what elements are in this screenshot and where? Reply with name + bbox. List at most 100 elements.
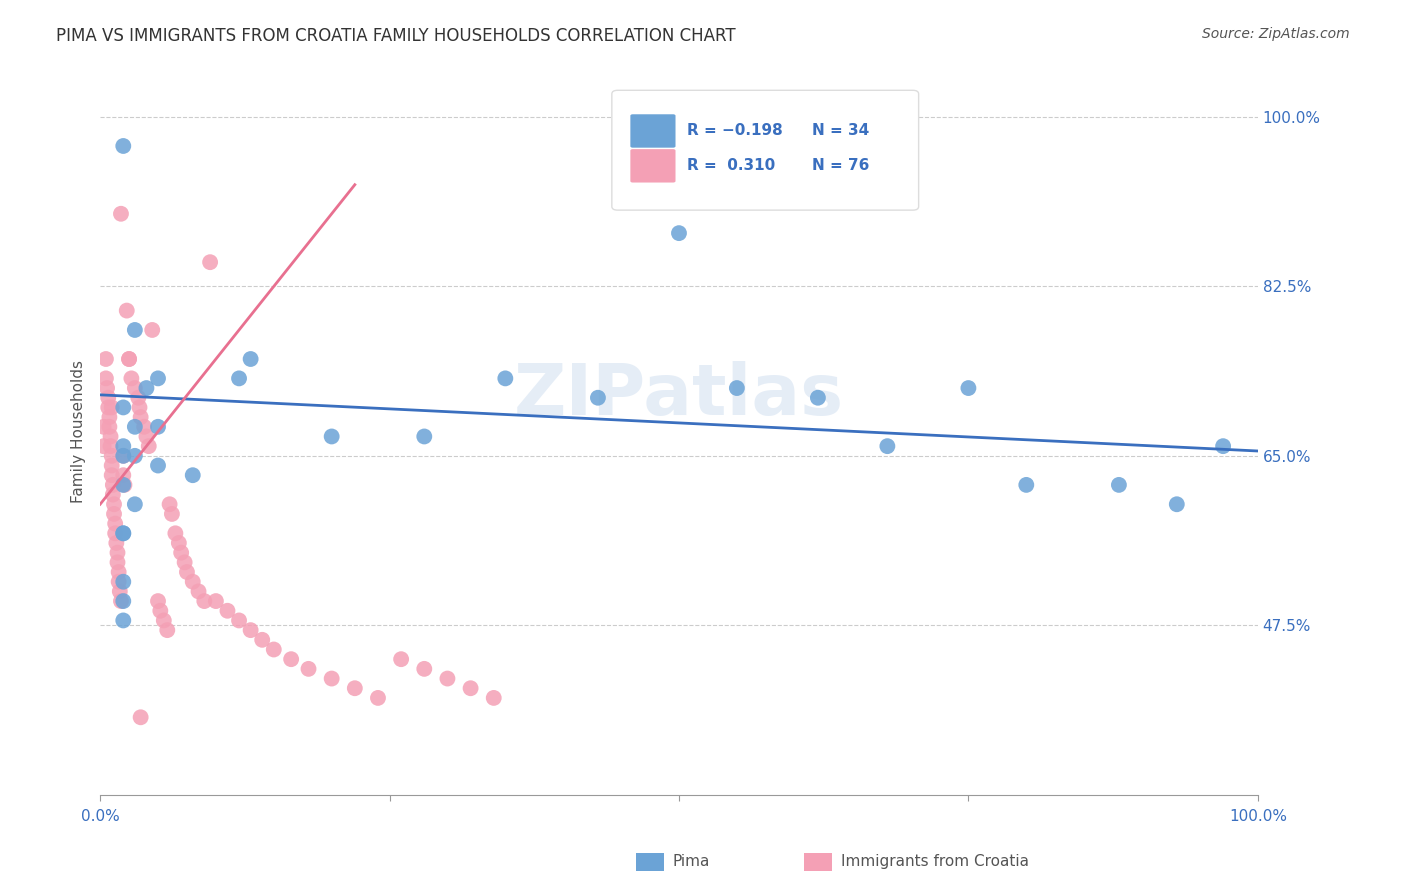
Point [725,381,748,395]
Point [118,351,141,366]
Point [187,584,209,599]
Point [100,449,122,463]
Point [280,652,302,666]
Point [97,401,120,415]
Point [98,410,121,425]
Point [181,468,204,483]
FancyBboxPatch shape [630,149,675,183]
Point [153,614,176,628]
Point [181,574,204,589]
Point [124,497,146,511]
Point [193,594,215,608]
Point [120,371,142,385]
Bar [804,853,832,871]
Point [104,516,127,531]
Point [250,632,273,647]
Point [114,478,136,492]
Point [128,401,150,415]
Point [668,226,690,240]
Point [146,594,169,608]
Point [239,351,262,366]
Point [586,391,609,405]
Point [389,652,412,666]
Text: Immigrants from Croatia: Immigrants from Croatia [841,855,1029,869]
Point [94,371,117,385]
Point [957,381,980,395]
Point [107,555,129,569]
Point [100,439,122,453]
Text: ZIPatlas: ZIPatlas [515,361,844,430]
Point [110,207,132,221]
Point [107,574,129,589]
Point [146,458,169,473]
Point [112,449,135,463]
Point [112,401,135,415]
Point [141,323,163,337]
Point [367,690,389,705]
Point [198,255,221,269]
Text: PIMA VS IMMIGRANTS FROM CROATIA FAMILY HOUSEHOLDS CORRELATION CHART: PIMA VS IMMIGRANTS FROM CROATIA FAMILY H… [56,27,735,45]
FancyBboxPatch shape [612,90,918,211]
FancyBboxPatch shape [630,114,675,148]
Bar [636,853,664,871]
Point [149,604,172,618]
Point [107,546,129,560]
Point [100,458,122,473]
Point [436,672,458,686]
Point [112,526,135,541]
Point [228,614,250,628]
Point [112,574,135,589]
Text: 0.0%: 0.0% [80,809,120,824]
Point [124,449,146,463]
Point [494,371,516,385]
Text: R = −0.198: R = −0.198 [688,123,783,138]
Text: R =  0.310: R = 0.310 [688,159,775,173]
Point [115,303,138,318]
Point [112,478,135,492]
Point [156,623,179,637]
Point [1015,478,1038,492]
Point [124,419,146,434]
Point [482,690,505,705]
Point [108,584,131,599]
Point [160,507,183,521]
Point [100,401,122,415]
Point [460,681,482,696]
Point [173,555,195,569]
Point [343,681,366,696]
Point [413,429,436,443]
Point [112,439,135,453]
Point [176,565,198,579]
Point [146,371,169,385]
Point [134,419,156,434]
Y-axis label: Family Households: Family Households [72,360,86,503]
Point [217,604,239,618]
Point [103,507,125,521]
Point [112,594,135,608]
Point [100,429,122,443]
Point [105,536,128,550]
Point [112,139,135,153]
Point [127,391,149,405]
Point [104,526,127,541]
Point [297,662,319,676]
Point [107,565,129,579]
Text: Pima: Pima [672,855,710,869]
Point [93,419,115,434]
Point [112,449,135,463]
Point [1108,478,1130,492]
Point [167,536,190,550]
Point [118,351,141,366]
Point [321,672,343,686]
Point [321,429,343,443]
Point [135,381,157,395]
Point [98,419,121,434]
Point [876,439,898,453]
Point [170,546,193,560]
Text: 100.0%: 100.0% [1229,809,1286,824]
Point [101,478,124,492]
Point [93,439,115,453]
Point [124,323,146,337]
Point [124,381,146,395]
Point [112,614,135,628]
